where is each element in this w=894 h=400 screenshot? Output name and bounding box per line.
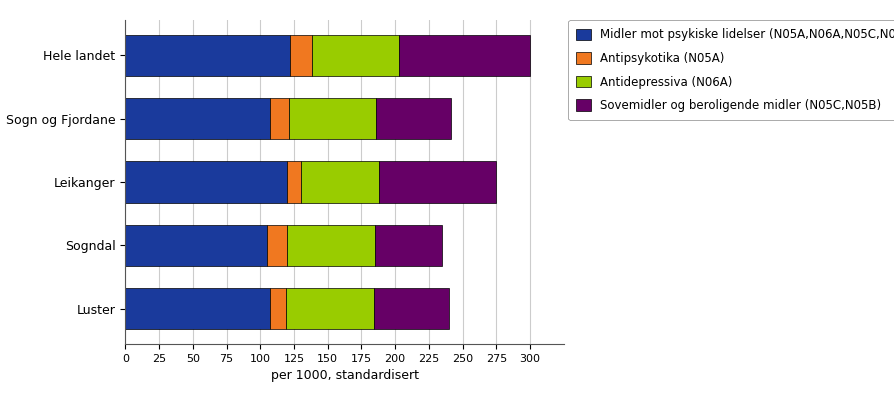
Bar [125, 225, 266, 266]
Legend: Midler mot psykiske lidelser (N05A,N06A,N05C,N05B), Antipsykotika (N05A), Antide: Midler mot psykiske lidelser (N05A,N06A,… [568, 20, 894, 120]
Bar [269, 98, 288, 139]
Bar [311, 35, 399, 76]
Bar [125, 162, 287, 202]
Bar [285, 288, 373, 329]
Bar [375, 225, 442, 266]
Bar [300, 162, 378, 202]
Bar [266, 225, 287, 266]
Bar [269, 288, 285, 329]
Bar [375, 98, 450, 139]
Bar [378, 162, 496, 202]
Bar [287, 225, 375, 266]
Bar [373, 288, 449, 329]
Bar [399, 35, 529, 76]
X-axis label: per 1000, standardisert: per 1000, standardisert [270, 369, 418, 382]
Bar [125, 35, 290, 76]
Bar [125, 98, 269, 139]
Bar [125, 288, 269, 329]
Bar [290, 35, 311, 76]
Bar [288, 98, 375, 139]
Bar [287, 162, 300, 202]
